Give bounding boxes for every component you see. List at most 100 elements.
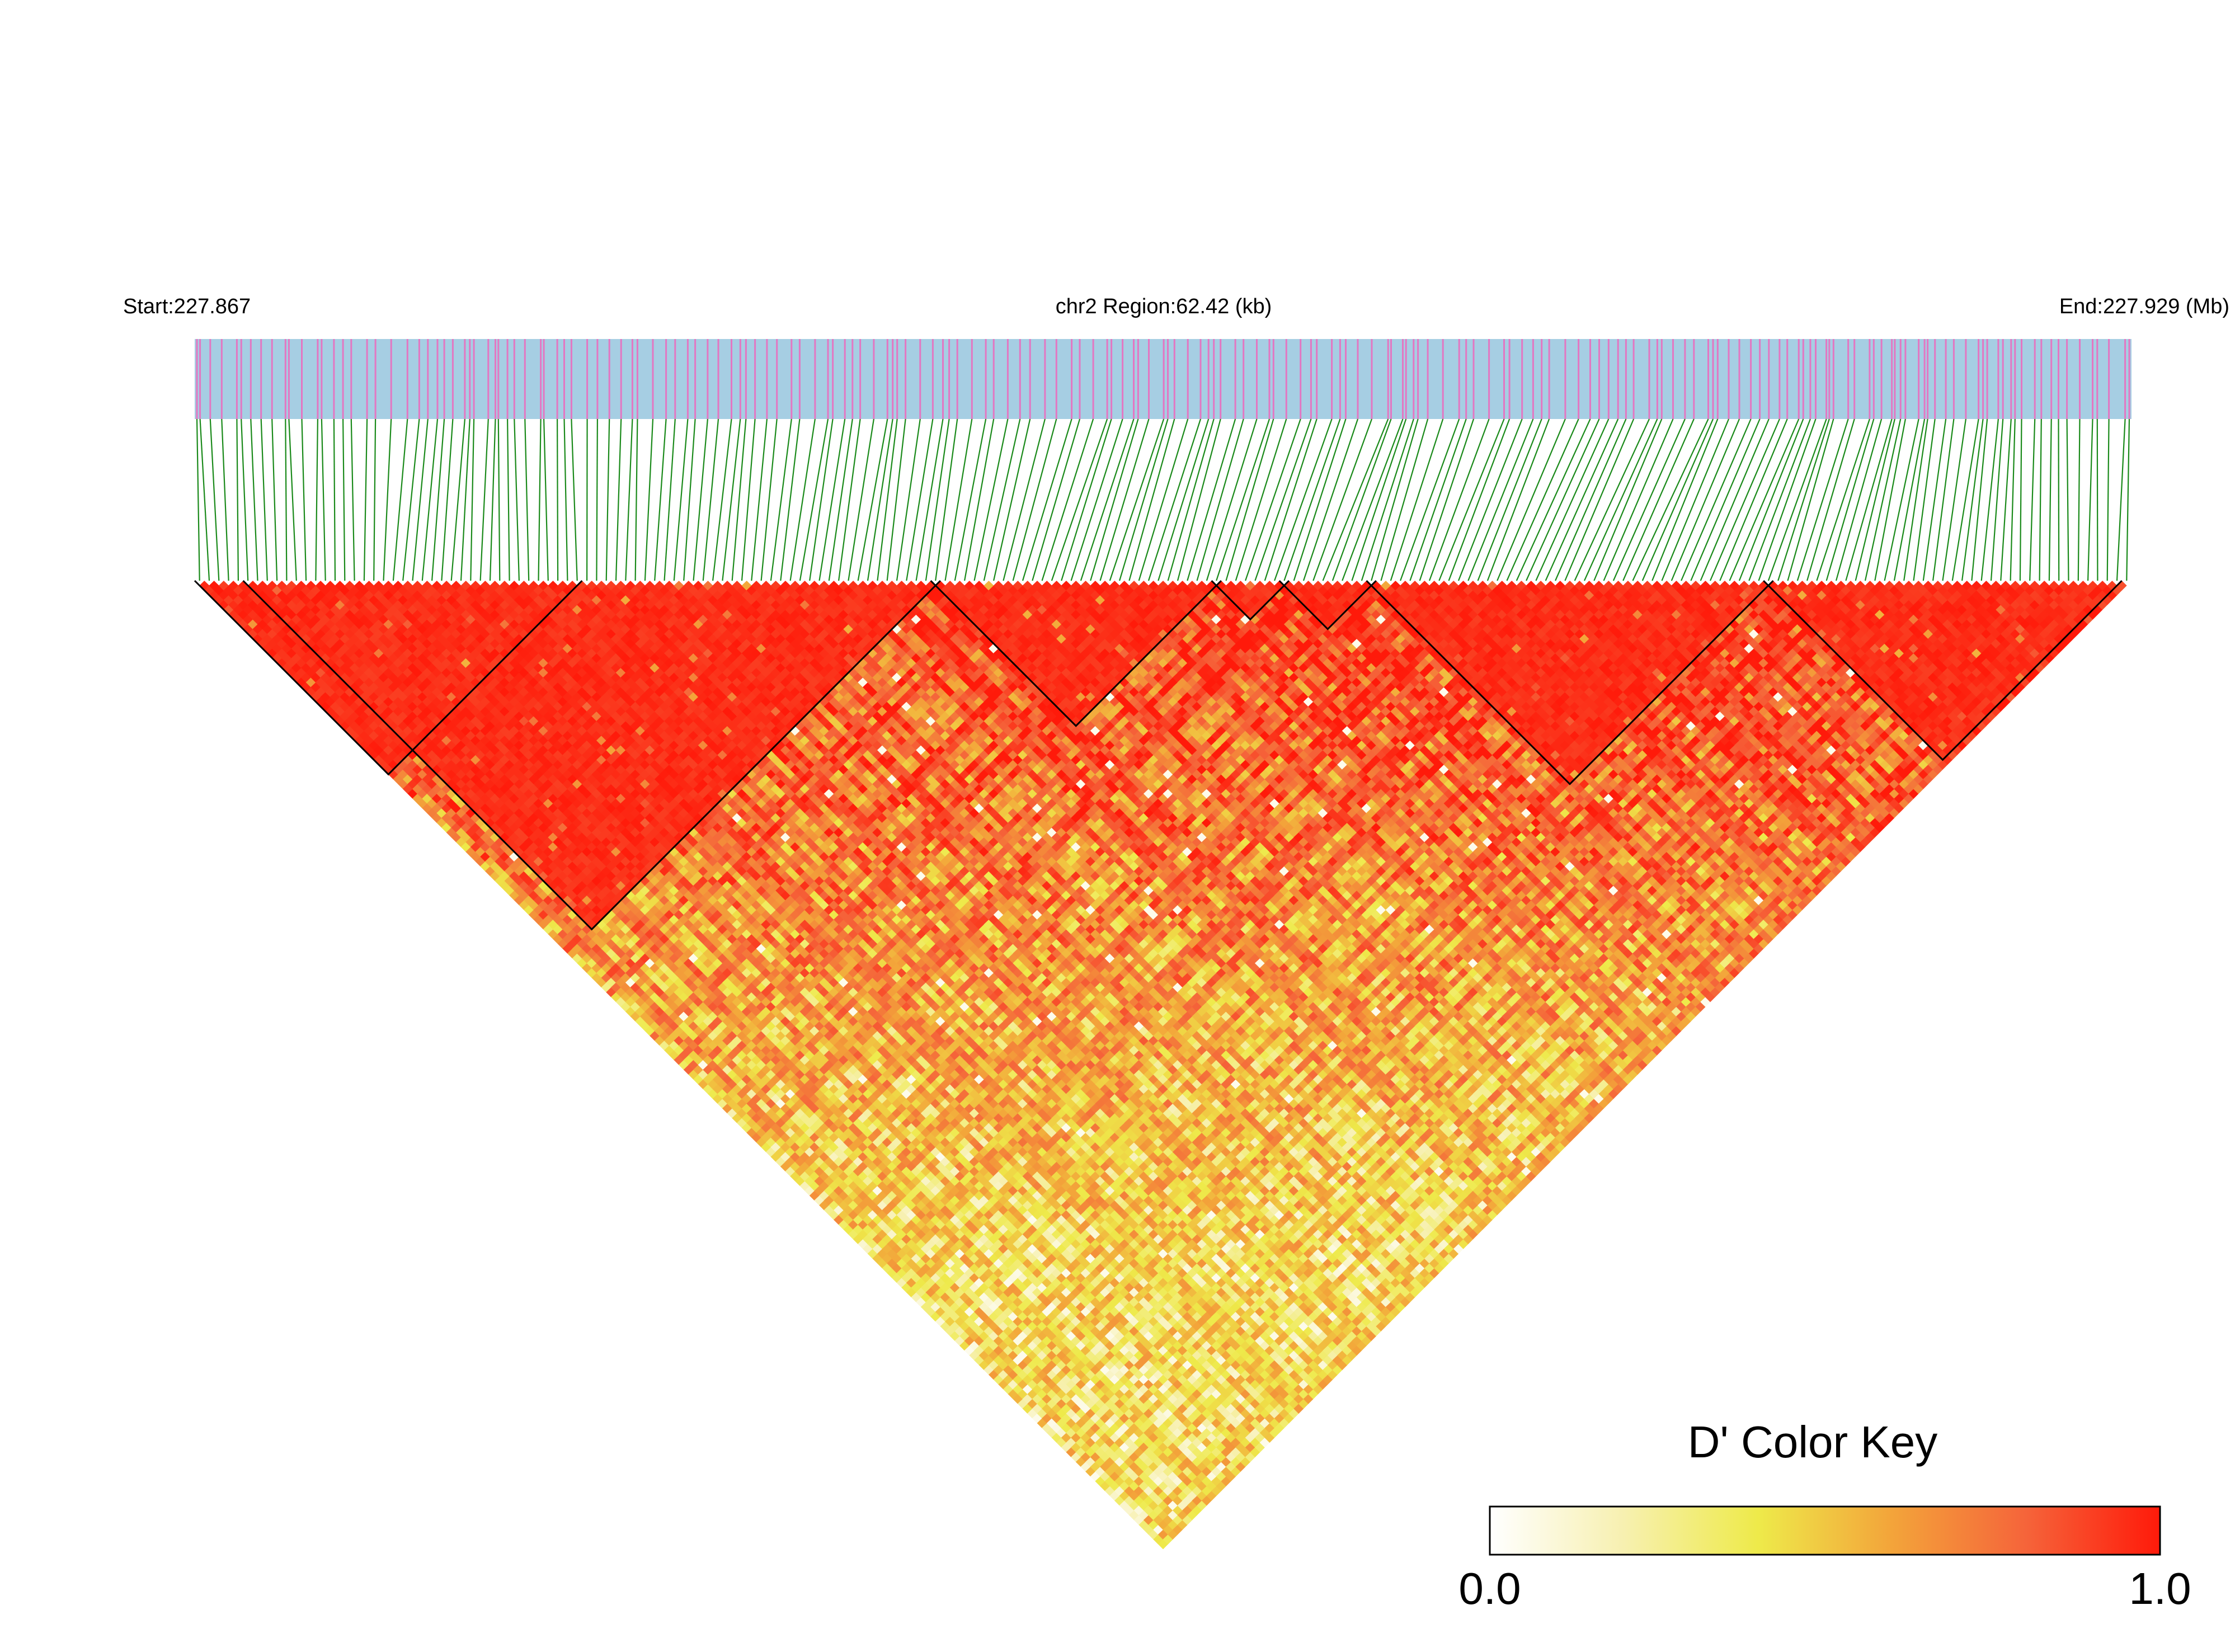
snp-connector (1245, 418, 1301, 581)
snp-connector (2010, 418, 2016, 581)
snp-connector (2106, 418, 2110, 581)
snp-connector (543, 418, 549, 581)
snp-connector (1322, 418, 1389, 581)
snp-connector (1709, 418, 1780, 581)
snp-connector (1254, 418, 1312, 581)
snp-connector (954, 418, 987, 581)
snp-connector (489, 418, 496, 581)
snp-connector (1351, 418, 1407, 581)
snp-connector (1603, 418, 1674, 581)
ld-cell (228, 581, 239, 591)
snp-connector (1583, 418, 1658, 581)
snp-connector (1874, 418, 1906, 581)
snp-connector (702, 418, 719, 581)
ld-cell (257, 581, 268, 591)
snp-connector (1922, 418, 1947, 581)
snp-connector (507, 418, 510, 581)
snp-connector (1090, 418, 1139, 581)
snp-connector (2039, 418, 2042, 581)
snp-connector (1787, 418, 1834, 581)
ld-cell (209, 581, 219, 591)
snp-connector (1632, 418, 1709, 581)
snp-connector (634, 418, 638, 581)
snp-connector (722, 418, 741, 581)
ld-cell (199, 581, 210, 591)
snp-connector (1128, 418, 1175, 581)
snp-connector (342, 418, 346, 581)
snp-connector (321, 418, 326, 581)
snp-connector (1661, 418, 1730, 581)
snp-connector (1990, 418, 2004, 581)
snp-connector (1457, 418, 1523, 581)
snp-connector (983, 418, 1021, 581)
snp-connector (373, 418, 377, 581)
snp-connector (236, 418, 239, 581)
snp-connector (2000, 418, 2012, 581)
snp-connector (2066, 418, 2069, 581)
snp-connector (1099, 418, 1150, 581)
snp-connector (1942, 418, 1966, 581)
snp-connector (2019, 418, 2022, 581)
snp-connector (1196, 418, 1244, 581)
snp-connector (1700, 418, 1770, 581)
snp-connector (221, 418, 229, 581)
snp-connector (1681, 418, 1752, 581)
snp-connector (1070, 418, 1123, 581)
snp-connector (1951, 418, 1979, 581)
snp-connector (571, 418, 578, 581)
snp-connector (524, 418, 530, 581)
snp-connector (1825, 418, 1875, 581)
snp-connector (944, 418, 973, 581)
snp-connector (563, 418, 568, 581)
snp-connector (615, 418, 622, 581)
snp-connector (2126, 418, 2130, 581)
snp-connector (683, 418, 696, 581)
snp-connector (1051, 418, 1108, 581)
snp-connector (1671, 418, 1740, 581)
snp-connector (288, 418, 297, 581)
snp-connector (1758, 418, 1817, 581)
snp-connector (915, 418, 944, 581)
snp-connector (1651, 418, 1719, 581)
snp-connector (1893, 418, 1926, 581)
snp-connector (1796, 418, 1849, 581)
snp-connector (1486, 418, 1550, 581)
snp-connector (271, 418, 278, 581)
start-label: Start:227.867 (123, 295, 251, 318)
end-label: End:227.929 (Mb) (2059, 295, 2229, 318)
snp-connector (935, 418, 958, 581)
snp-connector (1187, 418, 1236, 581)
snp-connector (1729, 418, 1800, 581)
snp-connector (241, 418, 249, 581)
snp-tick-marks (196, 339, 2130, 419)
snp-connector (1206, 418, 1258, 581)
snp-connector (431, 418, 445, 581)
snp-connector (1264, 418, 1318, 581)
snp-connector (1767, 418, 1827, 581)
snp-connector (780, 418, 801, 581)
snp-connector (1497, 418, 1566, 581)
snp-connector (1641, 418, 1714, 581)
snp-connector (412, 418, 429, 581)
snp-connector (1177, 418, 1221, 581)
snp-connector (1612, 418, 1686, 581)
snp-connector (1961, 418, 1984, 581)
snp-connector (1438, 418, 1505, 581)
snp-connector (514, 418, 520, 581)
snp-connector (1467, 418, 1534, 581)
snp-connector (1361, 418, 1414, 581)
snp-connector (993, 418, 1031, 581)
snp-connector (1593, 418, 1663, 581)
snp-connector (1913, 418, 1936, 581)
snp-connector (2048, 418, 2052, 581)
snp-connector (1690, 418, 1761, 581)
snp-connector (693, 418, 708, 581)
snp-connector (556, 418, 559, 581)
snp-connector (1477, 418, 1542, 581)
snp-connector (1400, 418, 1460, 581)
snp-connector (605, 418, 610, 581)
snp-connector (1061, 418, 1112, 581)
snp-connector (285, 418, 288, 581)
snp-connector (1419, 418, 1475, 581)
snp-connector (392, 418, 408, 581)
